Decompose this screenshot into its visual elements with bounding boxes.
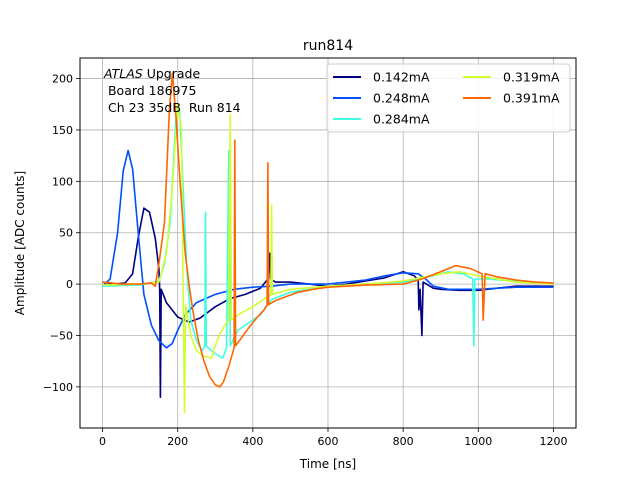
y-axis-label: Amplitude [ADC counts] <box>13 171 27 315</box>
chart-title: run814 <box>303 38 353 54</box>
annotation-line-2: Board 186975 <box>104 83 196 98</box>
series-line-0.319mA <box>102 103 554 414</box>
y-tick-label: 0 <box>66 278 73 291</box>
series-line-0.248mA <box>101 149 554 349</box>
atlas-annotation: ATLAS Upgrade Board 186975 Ch 23 35dB Ru… <box>103 66 241 115</box>
series-lines <box>101 72 554 414</box>
x-tick-label: 1200 <box>539 435 567 448</box>
legend-entries: 0.142mA 0.248mA 0.284mA 0.319mA 0.391mA <box>333 70 560 127</box>
y-tick-label: −50 <box>50 330 73 343</box>
x-tick-label: 800 <box>393 435 414 448</box>
y-tick-label: 50 <box>59 227 73 240</box>
x-axis-label: Time [ns] <box>299 457 356 471</box>
legend-label: 0.284mA <box>373 112 430 127</box>
y-tick-label: −100 <box>43 381 73 394</box>
axis-ticks: 0 200 400 600 800 1000 1200 −100 −50 0 50 100 150 200 <box>43 73 568 448</box>
y-tick-label: 150 <box>52 124 73 137</box>
legend-box <box>326 63 571 133</box>
series-line-0.391mA <box>102 72 554 388</box>
y-tick-label: 100 <box>52 175 73 188</box>
y-tick-label: 200 <box>52 73 73 86</box>
legend-label: 0.319mA <box>503 70 560 85</box>
legend: 0.142mA 0.248mA 0.284mA 0.319mA 0.391mA <box>326 63 571 133</box>
x-tick-label: 1000 <box>464 435 492 448</box>
legend-label: 0.391mA <box>503 91 560 106</box>
annotation-line-1: ATLAS Upgrade <box>103 66 200 81</box>
annotation-line-1-rest: Upgrade <box>143 66 201 81</box>
legend-label: 0.248mA <box>373 91 430 106</box>
x-tick-label: 400 <box>242 435 263 448</box>
x-tick-label: 600 <box>318 435 339 448</box>
annotation-line-3: Ch 23 35dB Run 814 <box>104 100 241 115</box>
x-tick-label: 0 <box>99 435 106 448</box>
annotation-italic: ATLAS <box>103 66 143 81</box>
legend-label: 0.142mA <box>373 70 430 85</box>
x-tick-label: 200 <box>167 435 188 448</box>
